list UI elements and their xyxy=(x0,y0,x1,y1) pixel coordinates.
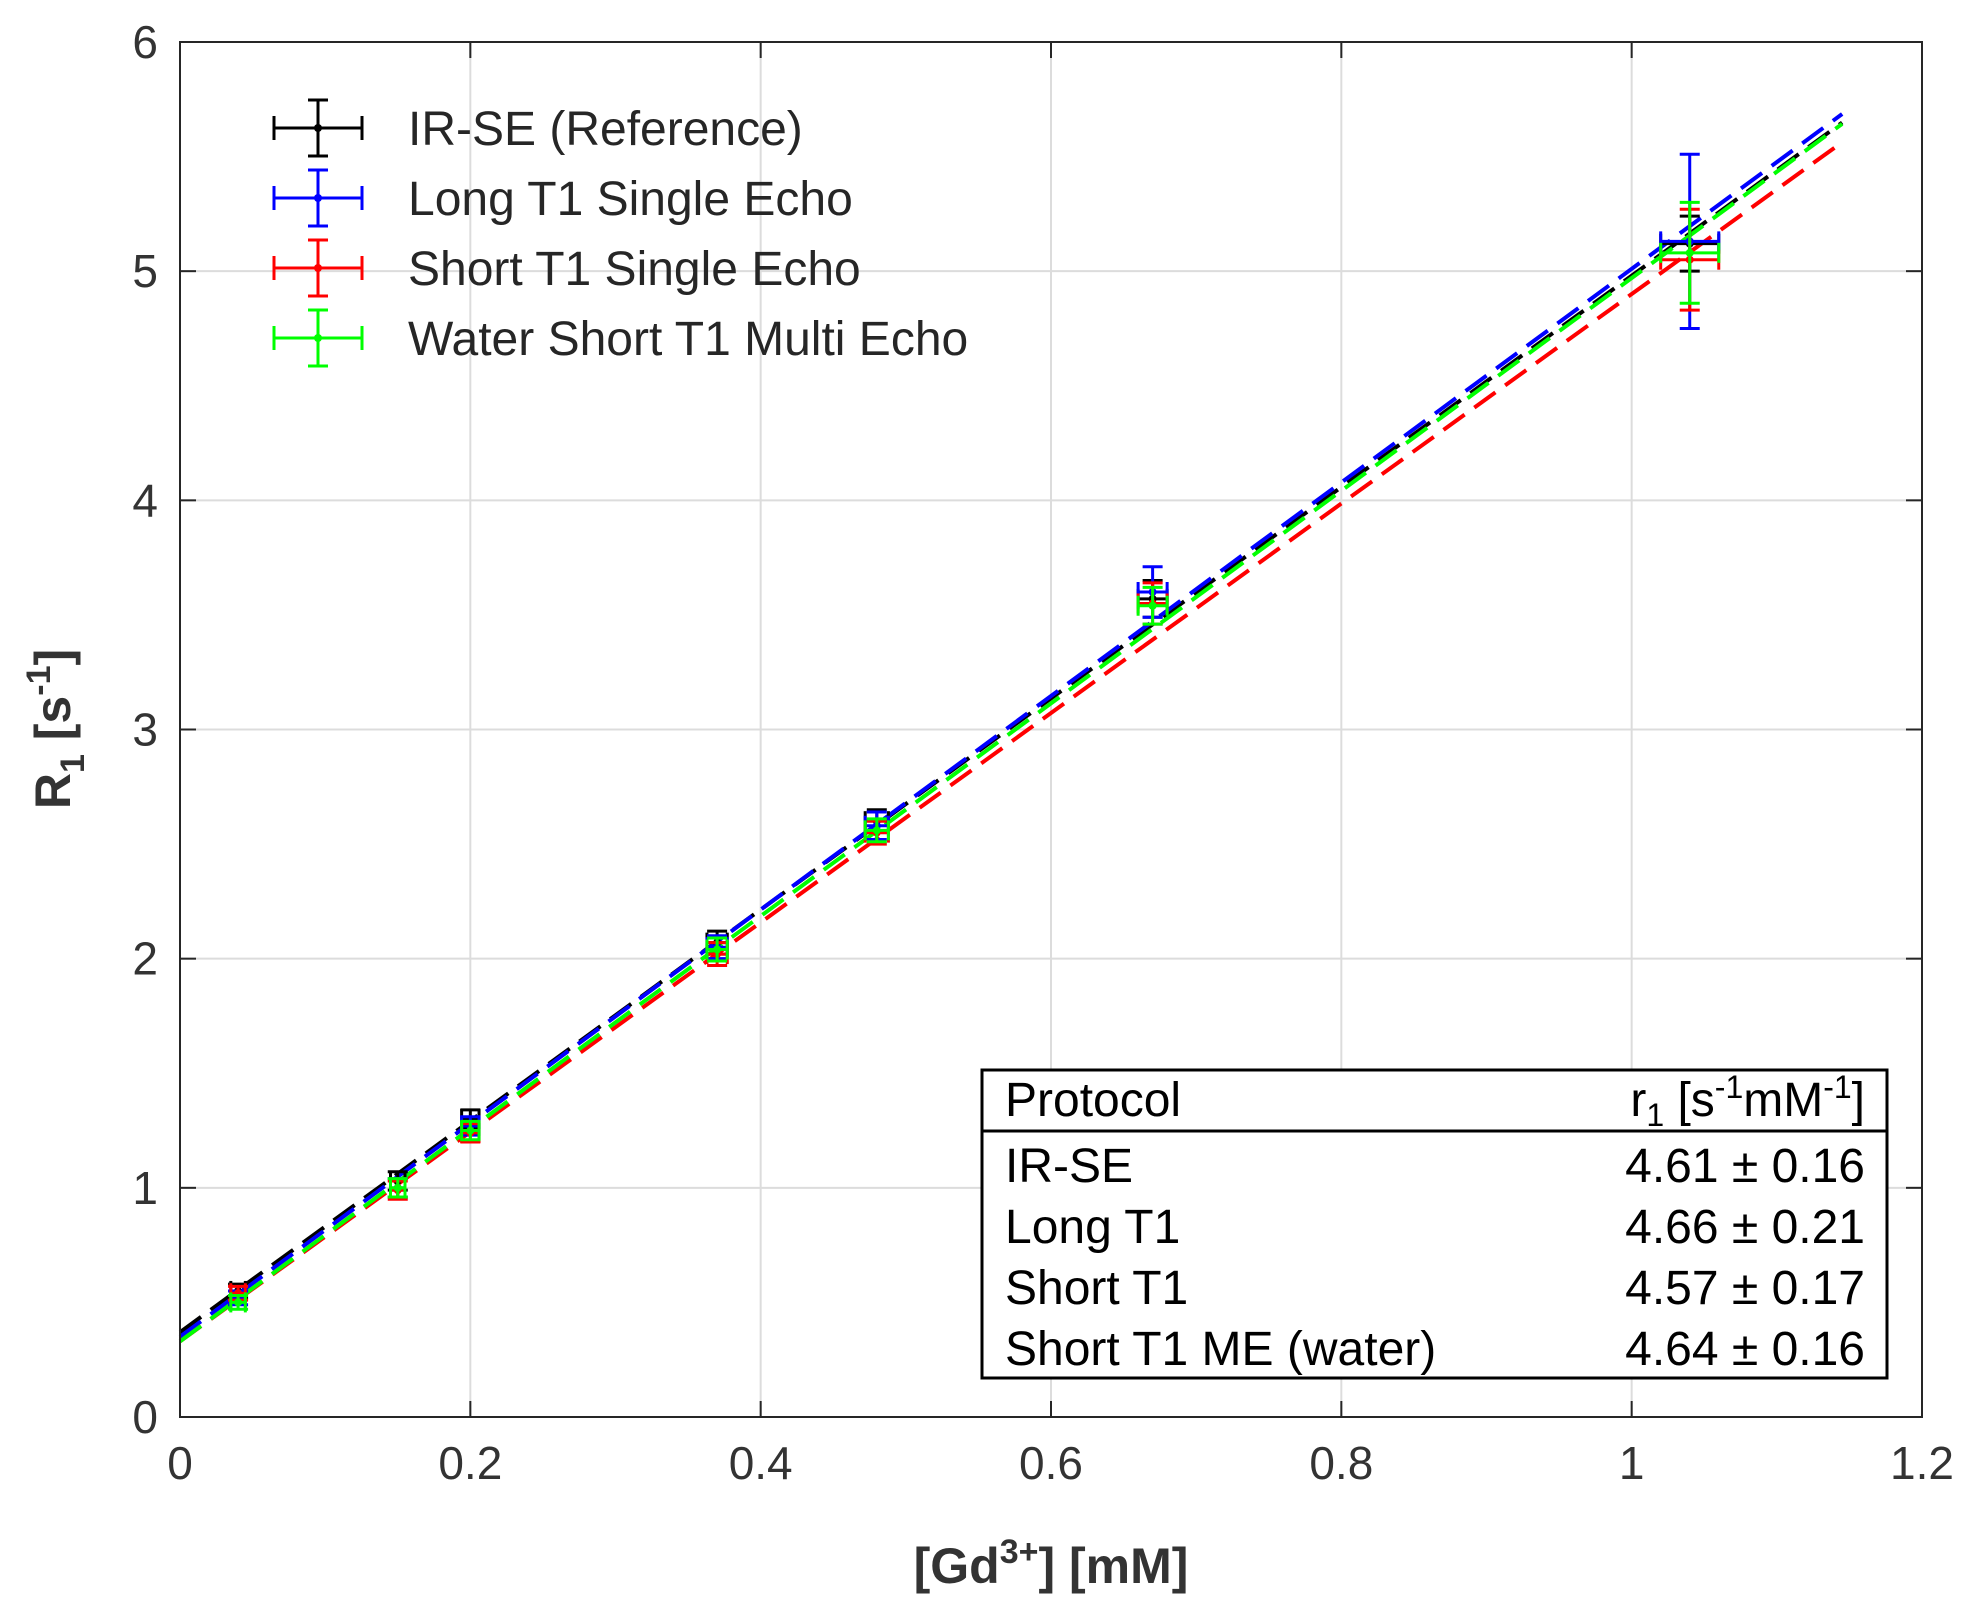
legend-label: Long T1 Single Echo xyxy=(408,173,853,226)
y-tick-label: 6 xyxy=(132,16,158,68)
data-point xyxy=(387,1177,408,1199)
x-tick-label: 0 xyxy=(167,1437,193,1489)
table-header-protocol: Protocol xyxy=(1005,1074,1181,1127)
x-tick-label: 0.2 xyxy=(438,1437,502,1489)
legend-label: Water Short T1 Multi Echo xyxy=(408,313,968,366)
table-row-protocol: Short T1 ME (water) xyxy=(1005,1323,1436,1376)
table-header-r1-sup2: -1 xyxy=(1823,1069,1851,1105)
point-marker xyxy=(1685,248,1694,257)
legend-item: Water Short T1 Multi Echo xyxy=(272,308,968,368)
table-header-r1-b: [s xyxy=(1664,1074,1715,1127)
legend-swatch-marker xyxy=(314,264,322,272)
y-axis-label-sub: 1 xyxy=(54,754,92,773)
data-point xyxy=(863,817,890,844)
x-tick-label: 0.6 xyxy=(1019,1437,1083,1489)
y-axis-label-rest: ] xyxy=(25,649,81,666)
table-header-r1: r1 [s-1mM-1] xyxy=(1630,1069,1865,1133)
legend-label: Short T1 Single Echo xyxy=(408,243,861,296)
data-points xyxy=(228,152,1721,1313)
x-tick-label: 0.4 xyxy=(729,1437,793,1489)
legend-swatch-marker xyxy=(314,124,322,132)
data-point xyxy=(1136,585,1169,626)
legend-swatch-marker xyxy=(314,194,322,202)
table-row-value: 4.66 ± 0.21 xyxy=(1625,1201,1865,1254)
table-header-r1-sub: 1 xyxy=(1646,1097,1664,1133)
point-marker xyxy=(234,1298,243,1307)
legend: IR-SE (Reference) Long T1 Single Echo Shor… xyxy=(272,98,968,368)
y-axis-label-sup: -1 xyxy=(20,666,58,696)
fit-line xyxy=(178,122,1844,1343)
y-tick-label: 0 xyxy=(132,1391,158,1443)
table-box xyxy=(980,1068,1889,1380)
point-marker xyxy=(466,1126,475,1135)
y-axis-label: R1 [s-1] xyxy=(20,649,92,809)
legend-item: Long T1 Single Echo xyxy=(272,168,853,228)
x-tick-label: 1 xyxy=(1619,1437,1645,1489)
data-point xyxy=(460,1119,481,1142)
point-marker xyxy=(872,826,881,835)
legend-item: Short T1 Single Echo xyxy=(272,238,861,298)
x-tick-label: 0.8 xyxy=(1309,1437,1373,1489)
y-tick-label: 4 xyxy=(132,474,158,526)
table-row-value: 4.57 ± 0.17 xyxy=(1625,1262,1865,1315)
x-axis-label-rest: ] [mM] xyxy=(1038,1538,1188,1594)
table-header-r1-c: mM xyxy=(1743,1074,1823,1127)
point-marker xyxy=(1148,601,1157,610)
x-tick-label: 1.2 xyxy=(1890,1437,1954,1489)
table-row-value: 4.64 ± 0.16 xyxy=(1625,1323,1865,1376)
x-axis-label-base: [Gd xyxy=(914,1538,1000,1594)
legend-label: IR-SE (Reference) xyxy=(408,103,803,156)
fit-line xyxy=(178,112,1844,1339)
relaxivity-table: Protocol r1 [s-1mM-1] IR-SE 4.61 ± 0.16 … xyxy=(980,1068,1889,1380)
x-axis-label: [Gd3+] [mM] xyxy=(914,1533,1189,1594)
y-tick-label: 1 xyxy=(132,1162,158,1214)
point-marker xyxy=(393,1183,402,1192)
y-tick-label: 5 xyxy=(132,245,158,297)
axis-ticks: 0 0.2 0.4 0.6 0.8 1 1.2 0 1 2 3 4 5 6 xyxy=(132,16,1954,1489)
legend-item: IR-SE (Reference) xyxy=(272,98,803,158)
data-point xyxy=(705,936,729,963)
table-header-r1-sup1: -1 xyxy=(1715,1069,1743,1105)
y-tick-label: 2 xyxy=(132,933,158,985)
table-header-r1-a: r xyxy=(1630,1074,1646,1127)
table-row-protocol: Short T1 xyxy=(1005,1262,1188,1315)
fit-lines xyxy=(178,112,1844,1343)
y-axis-label-base: R xyxy=(25,773,81,809)
table-row-protocol: IR-SE xyxy=(1005,1140,1133,1193)
data-point xyxy=(228,1292,249,1313)
x-axis-label-sup: 3+ xyxy=(1000,1533,1039,1571)
data-point xyxy=(1659,200,1721,305)
table-row-protocol: Long T1 xyxy=(1005,1201,1180,1254)
table-row-value: 4.61 ± 0.16 xyxy=(1625,1140,1865,1193)
y-axis-label-mid: [s xyxy=(25,696,81,754)
y-tick-label: 3 xyxy=(132,704,158,756)
point-marker xyxy=(713,945,722,954)
legend-swatch-marker xyxy=(314,334,322,342)
table-header-r1-d: ] xyxy=(1852,1074,1865,1127)
